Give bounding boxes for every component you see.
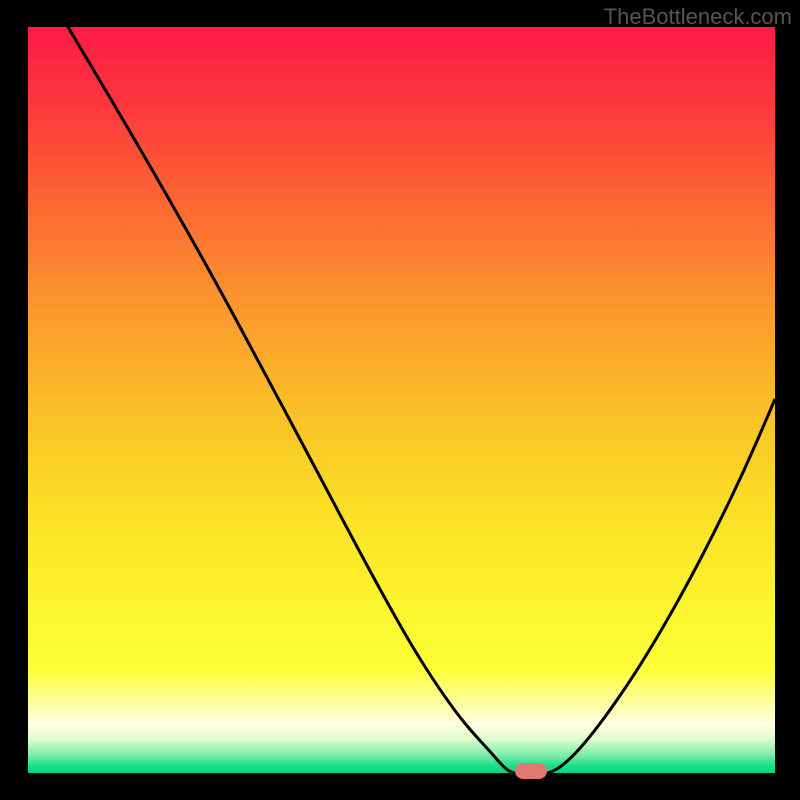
bottleneck-marker	[515, 763, 547, 779]
bottleneck-curve	[28, 27, 775, 773]
chart-container: TheBottleneck.com	[0, 0, 800, 800]
attribution-text: TheBottleneck.com	[604, 4, 792, 30]
plot-area	[28, 27, 775, 773]
